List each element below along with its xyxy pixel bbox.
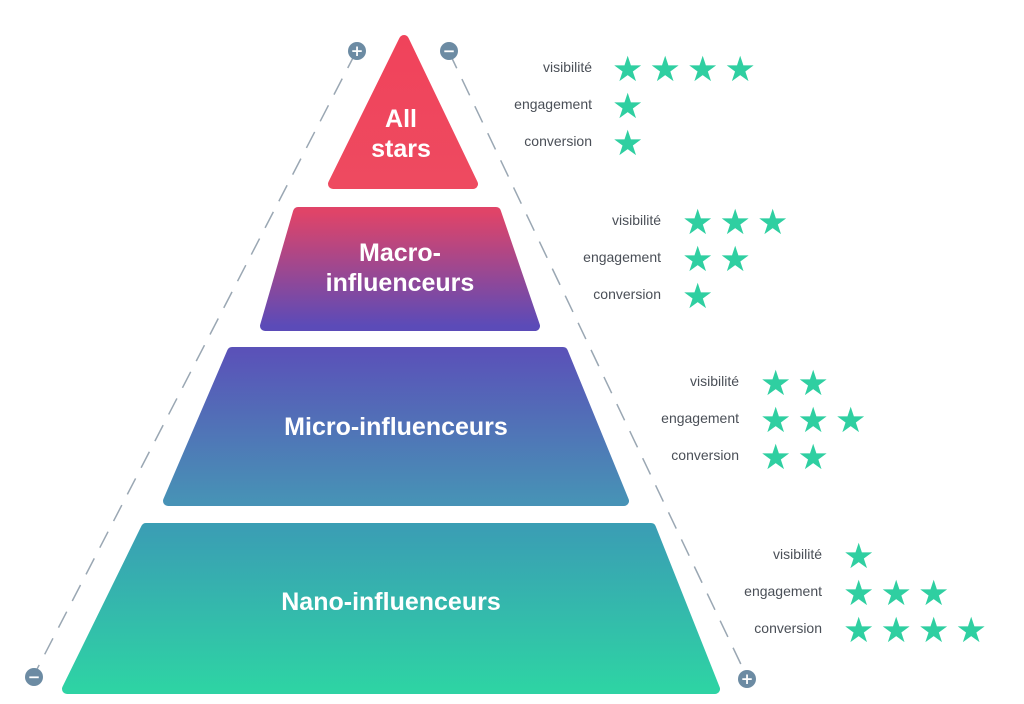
right-axis-minus-icon: − (440, 42, 458, 60)
tier-label-line1: All (385, 105, 417, 133)
right-axis-dashed-line (448, 51, 748, 678)
metric-label-all-stars-3: conversion (524, 133, 592, 149)
tier-label-line2: stars (371, 135, 431, 163)
left-axis-dashed-line (33, 51, 357, 676)
tier-label-nano: Nano-influenceurs (67, 587, 715, 617)
tier-shape-micro (163, 347, 629, 506)
tier-label-macro: Macro-influenceurs (265, 238, 535, 298)
star-icon: ★ (682, 240, 714, 280)
star-icon: ★ (682, 203, 714, 243)
star-icon: ★ (918, 611, 950, 651)
star-icon: ★ (843, 611, 875, 651)
star-icon: ★ (612, 124, 644, 164)
star-icon: ★ (880, 611, 912, 651)
metric-label-nano-1: visibilité (772, 546, 822, 562)
star-icon: ★ (682, 277, 714, 317)
metric-label-micro-1: visibilité (689, 373, 739, 389)
star-icon: ★ (797, 364, 829, 404)
star-rating-macro-2: ★ ★ (682, 240, 761, 280)
tier-label-micro: Micro-influenceurs (168, 412, 624, 442)
star-rating-macro-1: ★ ★ ★ (682, 203, 799, 243)
metric-label-nano-2: engagement (744, 583, 822, 599)
star-icon: ★ (719, 203, 751, 243)
star-icon: ★ (760, 438, 792, 478)
tier-shape-macro (260, 207, 540, 331)
right-axis-plus-icon: + (738, 670, 756, 688)
tier-label-line1: Nano-influenceurs (281, 588, 501, 616)
tier-label-line1: Macro- (359, 239, 441, 267)
star-rating-micro-2: ★ ★ ★ (760, 401, 877, 441)
metric-label-micro-3: conversion (671, 447, 739, 463)
star-icon: ★ (918, 574, 950, 614)
tier-shape-all-stars (328, 35, 478, 189)
star-rating-all-stars-2: ★ (612, 87, 654, 127)
star-icon: ★ (687, 50, 719, 90)
metric-label-macro-3: conversion (593, 286, 661, 302)
left-axis-minus-icon: − (25, 668, 43, 686)
star-icon: ★ (880, 574, 912, 614)
star-rating-macro-3: ★ (682, 277, 724, 317)
star-icon: ★ (797, 438, 829, 478)
star-rating-nano-2: ★ ★ ★ (843, 574, 960, 614)
star-icon: ★ (797, 401, 829, 441)
star-rating-nano-3: ★ ★ ★ ★ (843, 611, 997, 651)
metric-label-macro-1: visibilité (611, 212, 661, 228)
tier-label-all-stars: All stars (330, 104, 472, 164)
star-icon: ★ (612, 87, 644, 127)
star-icon: ★ (612, 50, 644, 90)
star-icon: ★ (835, 401, 867, 441)
left-axis-plus-icon: + (348, 42, 366, 60)
star-icon: ★ (843, 574, 875, 614)
star-icon: ★ (843, 537, 875, 577)
star-icon: ★ (955, 611, 987, 651)
metric-label-nano-3: conversion (754, 620, 822, 636)
star-icon: ★ (719, 240, 751, 280)
star-rating-micro-1: ★ ★ (760, 364, 839, 404)
metric-label-micro-2: engagement (661, 410, 739, 426)
metric-label-macro-2: engagement (583, 249, 661, 265)
tier-shape-nano (62, 523, 720, 694)
metric-label-all-stars-1: visibilité (542, 59, 592, 75)
star-icon: ★ (724, 50, 756, 90)
tier-label-line1: Micro-influenceurs (284, 413, 508, 441)
star-icon: ★ (649, 50, 681, 90)
star-rating-nano-1: ★ (843, 537, 885, 577)
star-rating-micro-3: ★ ★ (760, 438, 839, 478)
tier-label-line2: influenceurs (325, 269, 475, 297)
star-icon: ★ (760, 401, 792, 441)
star-rating-all-stars-3: ★ (612, 124, 654, 164)
star-rating-all-stars-1: ★ ★ ★ ★ (612, 50, 766, 90)
metric-label-all-stars-2: engagement (514, 96, 592, 112)
star-icon: ★ (757, 203, 789, 243)
star-icon: ★ (760, 364, 792, 404)
